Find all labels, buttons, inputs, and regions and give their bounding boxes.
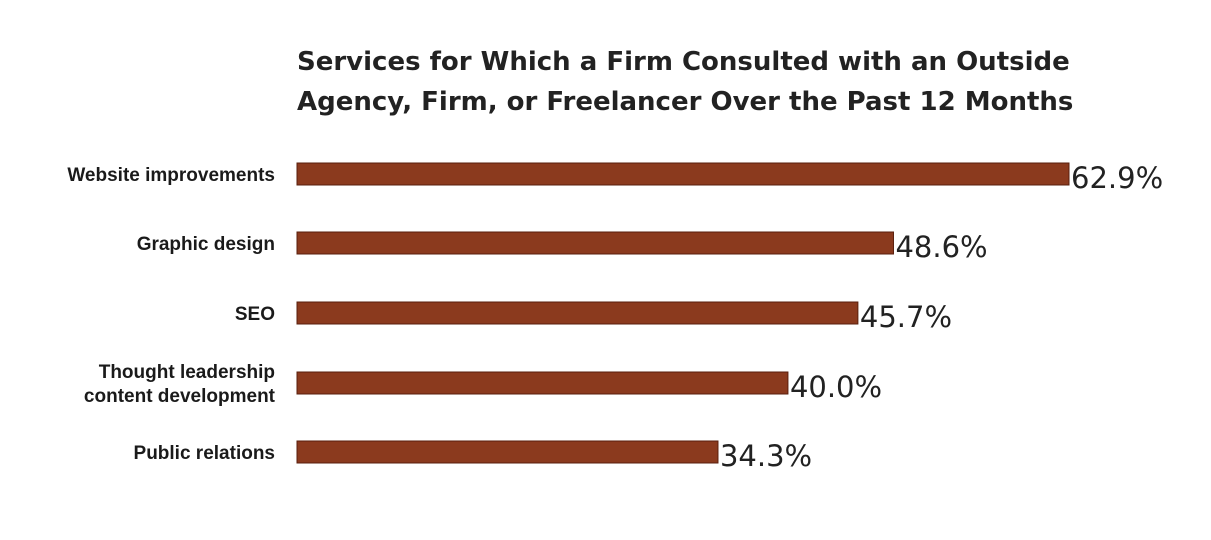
bar: [296, 231, 894, 255]
bar: [296, 440, 719, 464]
value-label: 34.3%: [720, 439, 812, 473]
category-label: Public relations: [134, 443, 275, 464]
chart-title-line: Services for Which a Firm Consulted with…: [297, 47, 1070, 77]
bar: [296, 371, 789, 395]
category-label: Thought leadership: [99, 362, 275, 383]
value-label: 45.7%: [860, 300, 952, 334]
bar: [296, 301, 859, 325]
chart-title-line: Agency, Firm, or Freelancer Over the Pas…: [297, 87, 1073, 117]
value-label: 48.6%: [895, 230, 987, 264]
category-label: Graphic design: [137, 234, 275, 255]
value-labels: 62.9% 48.6% 45.7% 40.0% 34.3%: [720, 161, 1163, 473]
category-label: Website improvements: [67, 165, 275, 186]
bars: [296, 162, 1070, 464]
chart-title: Services for Which a Firm Consulted with…: [297, 47, 1073, 117]
value-label: 62.9%: [1071, 161, 1163, 195]
category-label: content development: [84, 386, 276, 407]
category-labels: Website improvements Graphic design SEO Tho…: [67, 165, 275, 464]
value-label: 40.0%: [790, 370, 882, 404]
bar: [296, 162, 1070, 186]
category-label: SEO: [235, 304, 275, 325]
